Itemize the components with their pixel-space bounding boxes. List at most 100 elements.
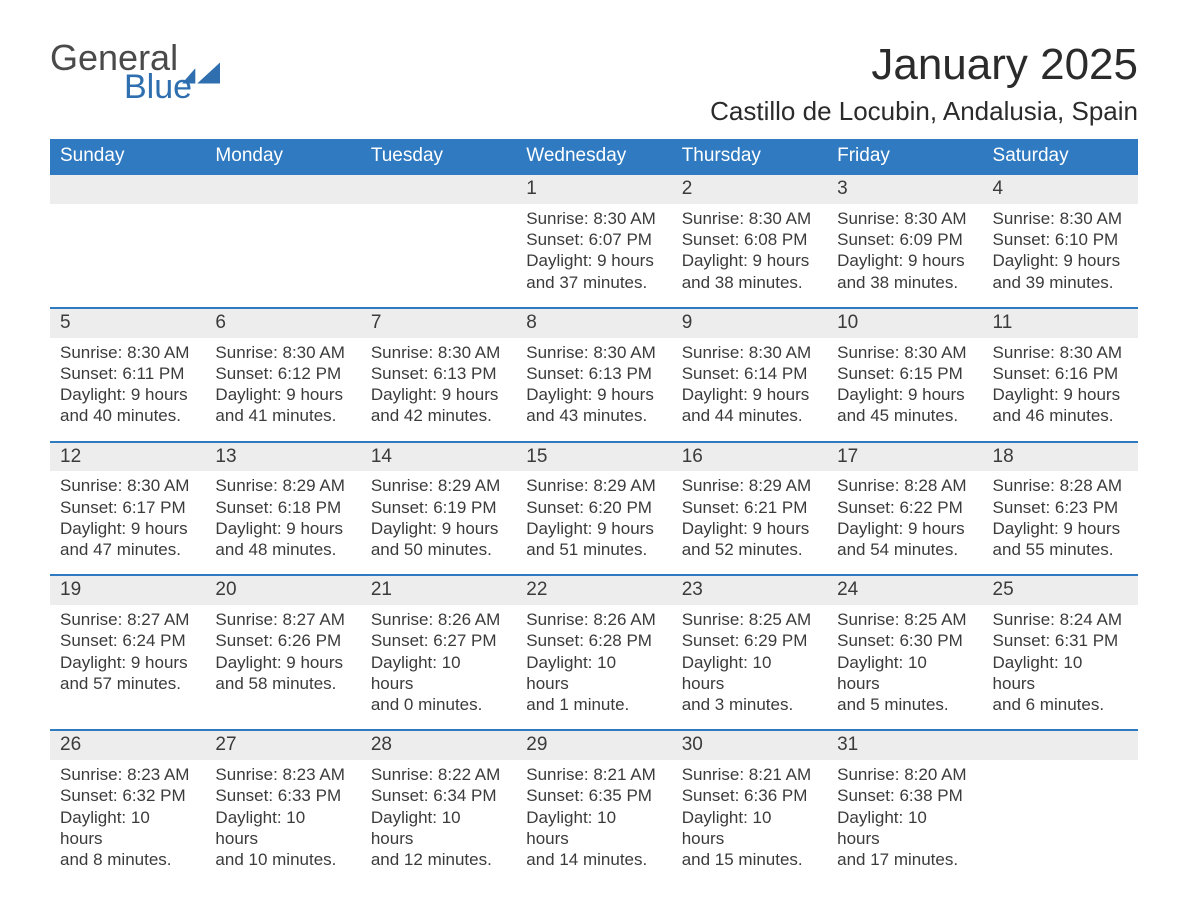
day-number: 10: [827, 309, 982, 338]
sunset-text: Sunset: 6:19 PM: [371, 497, 506, 518]
sunset-text: Sunset: 6:17 PM: [60, 497, 195, 518]
sunrise-text: Sunrise: 8:26 AM: [526, 609, 661, 630]
sunrise-text: Sunrise: 8:29 AM: [371, 475, 506, 496]
day-number: 15: [516, 443, 671, 472]
sunrise-text: Sunrise: 8:23 AM: [60, 764, 195, 785]
sunset-text: Sunset: 6:12 PM: [215, 363, 350, 384]
daylight-text: and 1 minute.: [526, 694, 661, 715]
sunset-text: Sunset: 6:13 PM: [371, 363, 506, 384]
daylight-text: and 5 minutes.: [837, 694, 972, 715]
sunset-text: Sunset: 6:22 PM: [837, 497, 972, 518]
day-number: 18: [983, 443, 1138, 472]
sunset-text: Sunset: 6:24 PM: [60, 630, 195, 651]
sunset-text: Sunset: 6:11 PM: [60, 363, 195, 384]
daylight-text: Daylight: 9 hours: [526, 250, 661, 271]
daylight-text: Daylight: 9 hours: [682, 518, 817, 539]
sunset-text: Sunset: 6:32 PM: [60, 785, 195, 806]
daylight-text: Daylight: 9 hours: [60, 652, 195, 673]
daylight-text: and 10 minutes.: [215, 849, 350, 870]
sunrise-text: Sunrise: 8:30 AM: [60, 475, 195, 496]
day-cell: 10Sunrise: 8:30 AMSunset: 6:15 PMDayligh…: [827, 309, 982, 441]
daylight-text: and 37 minutes.: [526, 272, 661, 293]
daylight-text: and 58 minutes.: [215, 673, 350, 694]
sunrise-text: Sunrise: 8:29 AM: [682, 475, 817, 496]
daylight-text: and 51 minutes.: [526, 539, 661, 560]
daylight-text: and 43 minutes.: [526, 405, 661, 426]
daylight-text: and 38 minutes.: [837, 272, 972, 293]
sunrise-text: Sunrise: 8:25 AM: [682, 609, 817, 630]
day-number: 31: [827, 731, 982, 760]
sunrise-text: Sunrise: 8:30 AM: [837, 208, 972, 229]
day-number: 7: [361, 309, 516, 338]
daylight-text: Daylight: 10 hours: [682, 807, 817, 850]
daylight-text: and 38 minutes.: [682, 272, 817, 293]
day-cell: 31Sunrise: 8:20 AMSunset: 6:38 PMDayligh…: [827, 731, 982, 884]
sunrise-text: Sunrise: 8:21 AM: [682, 764, 817, 785]
daylight-text: and 40 minutes.: [60, 405, 195, 426]
day-number: 11: [983, 309, 1138, 338]
day-number: 4: [983, 175, 1138, 204]
day-cell: 29Sunrise: 8:21 AMSunset: 6:35 PMDayligh…: [516, 731, 671, 884]
weekday-header: Saturday: [983, 139, 1138, 175]
day-number: 14: [361, 443, 516, 472]
week-row: 19Sunrise: 8:27 AMSunset: 6:24 PMDayligh…: [50, 574, 1138, 729]
day-cell: 15Sunrise: 8:29 AMSunset: 6:20 PMDayligh…: [516, 443, 671, 575]
daylight-text: Daylight: 10 hours: [371, 807, 506, 850]
day-number: 19: [50, 576, 205, 605]
sunset-text: Sunset: 6:26 PM: [215, 630, 350, 651]
sunset-text: Sunset: 6:29 PM: [682, 630, 817, 651]
sunset-text: Sunset: 6:10 PM: [993, 229, 1128, 250]
daylight-text: Daylight: 10 hours: [837, 652, 972, 695]
daylight-text: and 47 minutes.: [60, 539, 195, 560]
sunset-text: Sunset: 6:07 PM: [526, 229, 661, 250]
daylight-text: and 52 minutes.: [682, 539, 817, 560]
daylight-text: Daylight: 9 hours: [371, 518, 506, 539]
day-number: [50, 175, 205, 204]
sunset-text: Sunset: 6:38 PM: [837, 785, 972, 806]
day-cell: 21Sunrise: 8:26 AMSunset: 6:27 PMDayligh…: [361, 576, 516, 729]
calendar-page: General Blue January 2025 Castillo de Lo…: [0, 0, 1188, 904]
sunset-text: Sunset: 6:28 PM: [526, 630, 661, 651]
week-row: 5Sunrise: 8:30 AMSunset: 6:11 PMDaylight…: [50, 307, 1138, 441]
sunset-text: Sunset: 6:13 PM: [526, 363, 661, 384]
daylight-text: Daylight: 9 hours: [837, 518, 972, 539]
sunrise-text: Sunrise: 8:30 AM: [371, 342, 506, 363]
day-cell: 20Sunrise: 8:27 AMSunset: 6:26 PMDayligh…: [205, 576, 360, 729]
daylight-text: Daylight: 9 hours: [682, 250, 817, 271]
daylight-text: Daylight: 9 hours: [682, 384, 817, 405]
daylight-text: and 6 minutes.: [993, 694, 1128, 715]
day-cell: 6Sunrise: 8:30 AMSunset: 6:12 PMDaylight…: [205, 309, 360, 441]
day-number: 23: [672, 576, 827, 605]
sunset-text: Sunset: 6:18 PM: [215, 497, 350, 518]
sunset-text: Sunset: 6:34 PM: [371, 785, 506, 806]
day-number: 22: [516, 576, 671, 605]
day-cell: 1 Sunrise: 8:30 AMSunset: 6:07 PMDaylight…: [516, 175, 671, 307]
sunrise-text: Sunrise: 8:20 AM: [837, 764, 972, 785]
sunrise-text: Sunrise: 8:30 AM: [993, 342, 1128, 363]
daylight-text: and 57 minutes.: [60, 673, 195, 694]
weekday-header: Monday: [205, 139, 360, 175]
daylight-text: and 55 minutes.: [993, 539, 1128, 560]
sunset-text: Sunset: 6:27 PM: [371, 630, 506, 651]
day-number: 24: [827, 576, 982, 605]
sunrise-text: Sunrise: 8:27 AM: [215, 609, 350, 630]
day-number: 1: [516, 175, 671, 204]
day-number: 6: [205, 309, 360, 338]
sunrise-text: Sunrise: 8:30 AM: [526, 208, 661, 229]
day-number: [983, 731, 1138, 760]
sunrise-text: Sunrise: 8:30 AM: [837, 342, 972, 363]
daylight-text: Daylight: 10 hours: [993, 652, 1128, 695]
weekday-header-row: SundayMondayTuesdayWednesdayThursdayFrid…: [50, 139, 1138, 175]
daylight-text: and 44 minutes.: [682, 405, 817, 426]
day-cell: 13Sunrise: 8:29 AMSunset: 6:18 PMDayligh…: [205, 443, 360, 575]
day-cell: 30Sunrise: 8:21 AMSunset: 6:36 PMDayligh…: [672, 731, 827, 884]
day-cell: 26Sunrise: 8:23 AMSunset: 6:32 PMDayligh…: [50, 731, 205, 884]
week-row: 1Sunrise: 8:30 AMSunset: 6:07 PMDaylight…: [50, 175, 1138, 307]
sunset-text: Sunset: 6:33 PM: [215, 785, 350, 806]
daylight-text: Daylight: 10 hours: [215, 807, 350, 850]
location-subtitle: Castillo de Locubin, Andalusia, Spain: [710, 96, 1138, 127]
daylight-text: Daylight: 9 hours: [526, 518, 661, 539]
daylight-text: Daylight: 9 hours: [60, 384, 195, 405]
sunset-text: Sunset: 6:31 PM: [993, 630, 1128, 651]
daylight-text: and 41 minutes.: [215, 405, 350, 426]
